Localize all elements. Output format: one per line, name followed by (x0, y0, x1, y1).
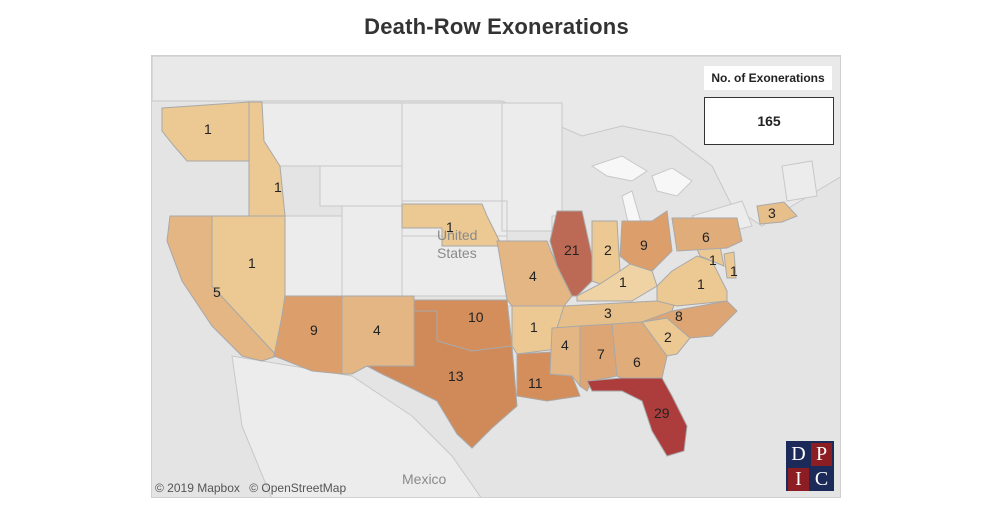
state-value-il: 21 (564, 242, 580, 258)
logo-letter-c: C (811, 468, 832, 491)
state-tx[interactable] (366, 310, 518, 449)
state-nc[interactable] (641, 300, 738, 339)
state-value-wa: 1 (204, 121, 212, 137)
state-value-al: 7 (597, 346, 605, 362)
state-value-ky: 1 (619, 274, 627, 290)
state-value-tn: 3 (604, 305, 612, 321)
state-value-oh: 9 (640, 237, 648, 253)
state-ne[interactable] (401, 203, 503, 247)
state-value-ms: 4 (561, 337, 569, 353)
attribution-osm[interactable]: © OpenStreetMap (249, 481, 347, 495)
state-value-va: 1 (697, 276, 705, 292)
state-ms[interactable] (549, 325, 581, 388)
state-de[interactable] (723, 251, 737, 279)
state-value-in: 2 (604, 242, 612, 258)
legend-total: 165 (704, 97, 834, 145)
attribution-mapbox[interactable]: © 2019 Mapbox (155, 481, 240, 495)
state-value-md: 1 (709, 252, 717, 268)
state-oh[interactable] (619, 210, 673, 272)
state-value-fl: 29 (654, 405, 670, 421)
state-mo[interactable] (496, 240, 573, 307)
state-fl[interactable] (586, 377, 688, 457)
state-value-ok: 10 (468, 309, 484, 325)
country-label-us-2: States (437, 245, 477, 261)
state-value-pa: 6 (702, 229, 710, 245)
state-value-mo: 4 (529, 268, 537, 284)
state-value-nv: 1 (248, 255, 256, 271)
logo-letter-d: D (788, 443, 809, 466)
state-id[interactable] (248, 101, 286, 217)
state-value-sc: 2 (664, 329, 672, 345)
state-value-la: 11 (528, 375, 543, 391)
state-value-ar: 1 (530, 319, 538, 335)
state-pa[interactable] (671, 217, 743, 252)
country-label-mexico: Mexico (402, 471, 447, 487)
state-ky[interactable] (576, 263, 658, 302)
state-value-id: 1 (274, 179, 282, 195)
logo-letter-p: P (811, 443, 832, 466)
dpic-logo[interactable]: D P I C (786, 441, 834, 491)
state-value-ma: 3 (768, 205, 776, 221)
state-value-ga: 6 (633, 354, 641, 370)
map-attribution[interactable]: © 2019 Mapbox © OpenStreetMap (155, 481, 352, 495)
state-value-ca: 5 (213, 284, 221, 300)
state-value-nc: 8 (675, 308, 683, 324)
state-value-tx: 13 (448, 368, 464, 384)
state-value-de: 1 (730, 263, 738, 279)
state-value-ne: 1 (446, 219, 454, 235)
state-ma[interactable] (756, 201, 798, 225)
state-value-az: 9 (310, 322, 318, 338)
legend-title: No. of Exonerations (704, 66, 832, 90)
map-title: Death-Row Exonerations (364, 14, 629, 39)
logo-letter-i: I (788, 468, 809, 491)
mexico-land (231, 355, 482, 497)
country-label-us-1: United (437, 227, 477, 243)
state-value-nm: 4 (373, 322, 381, 338)
us-map: United States Mexico 1 1 1 5 9 4 1 10 13… (152, 56, 840, 497)
canada-land (152, 56, 840, 227)
state-va[interactable] (656, 255, 728, 307)
state-az[interactable] (273, 295, 343, 375)
